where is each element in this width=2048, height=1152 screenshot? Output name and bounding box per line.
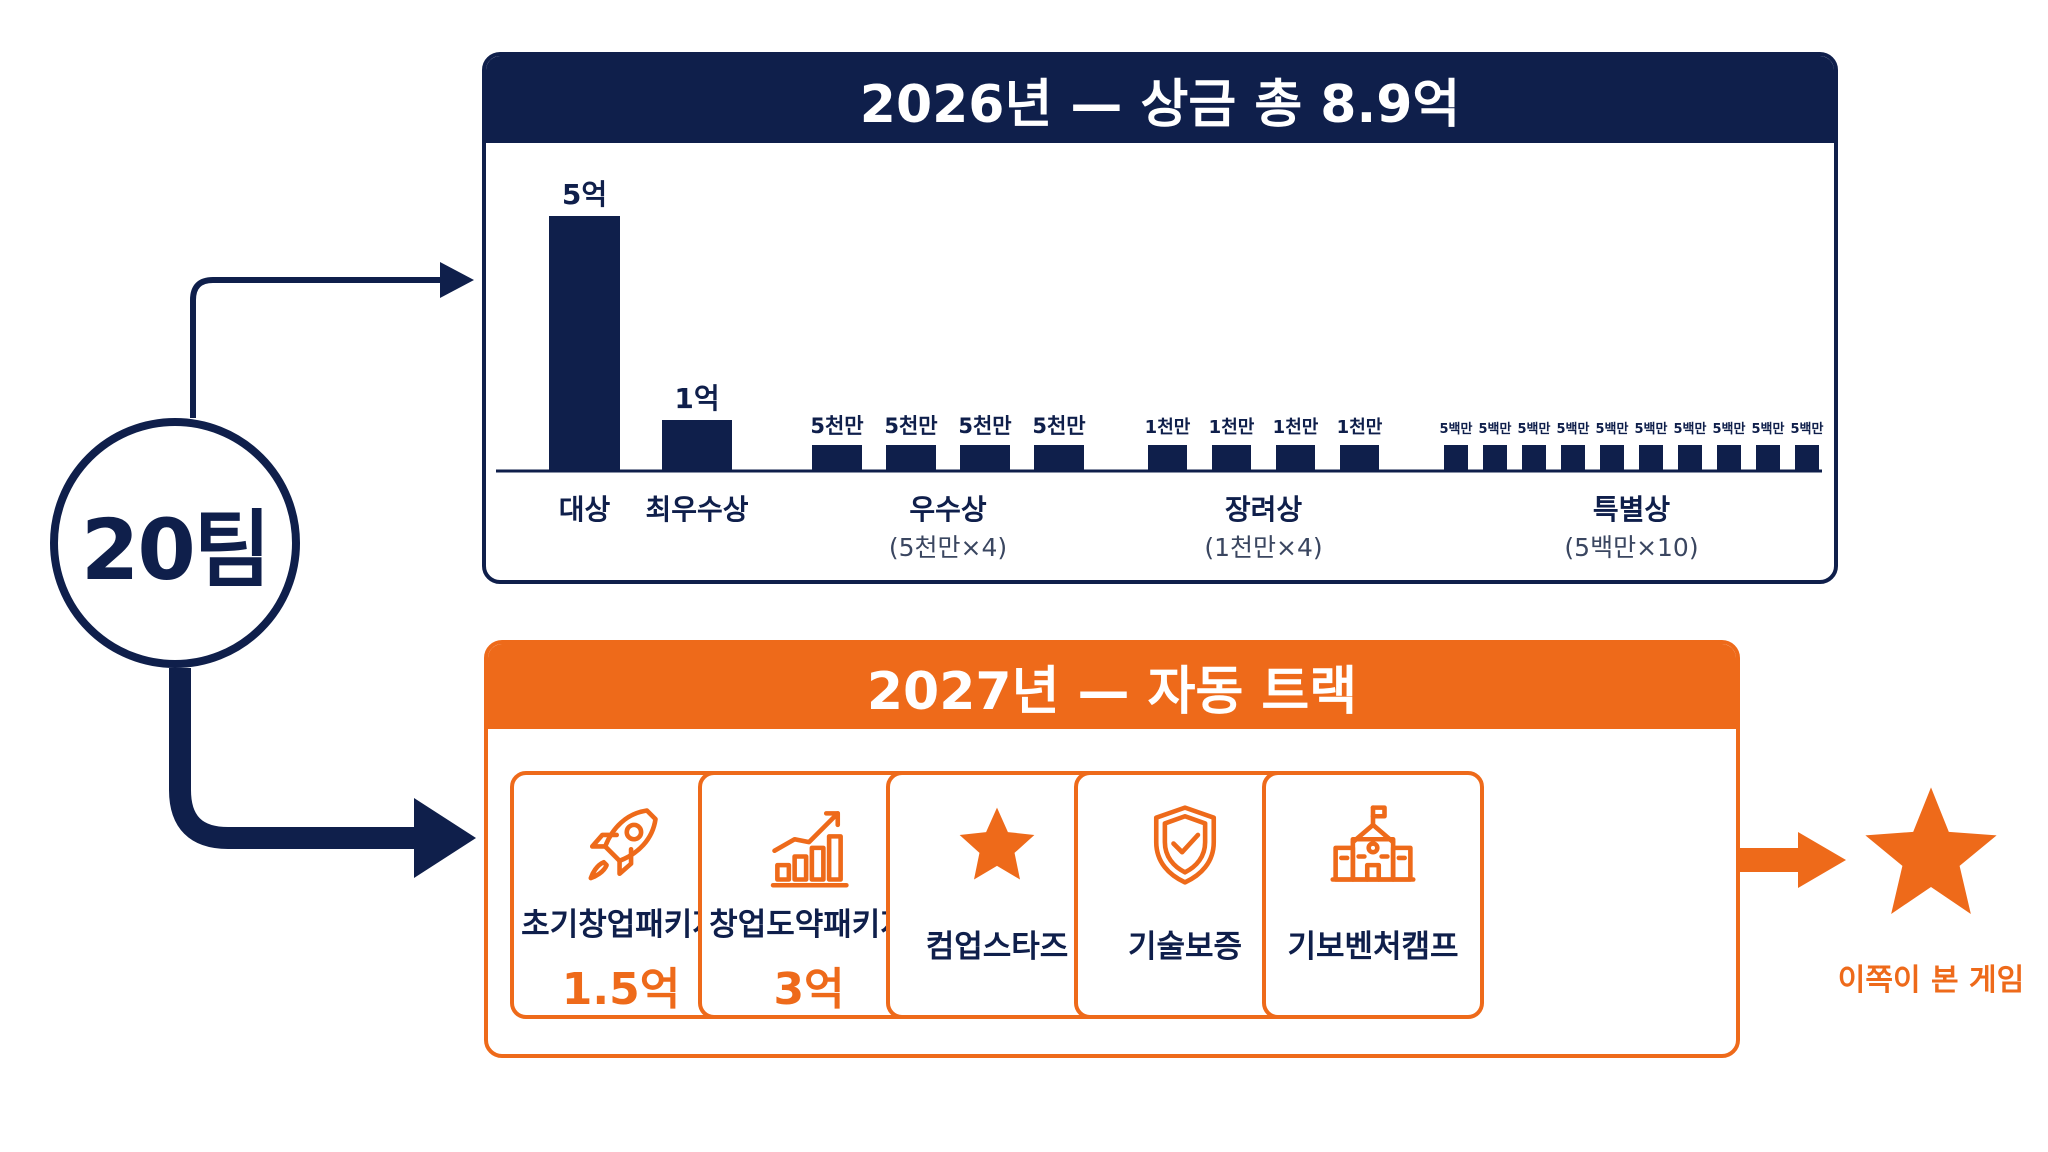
track-card-venture-camp: 기보벤처캠프 xyxy=(1262,771,1484,1019)
prize-bar xyxy=(1212,445,1251,471)
bar-value-label: 1천만 xyxy=(1273,417,1319,438)
star-icon xyxy=(1865,787,1997,914)
category-sub-label: (5천만×4) xyxy=(889,533,1007,562)
prize-bar xyxy=(1444,445,1468,471)
teams-label: 20팀 xyxy=(80,500,271,599)
star-icon xyxy=(959,807,1035,880)
prize-bar xyxy=(1756,445,1780,471)
arrowhead-2027 xyxy=(414,798,476,878)
prize-bar xyxy=(886,445,936,471)
track-card-tech-guarantee: 기술보증 xyxy=(1074,771,1296,1019)
prize-bar xyxy=(960,445,1010,471)
prize-bar xyxy=(1561,445,1585,471)
track-card-amount: 1.5억 xyxy=(561,964,681,1015)
bar-value-label: 1천만 xyxy=(1145,417,1191,438)
bar-value-label: 5천만 xyxy=(884,414,937,438)
prize-bar xyxy=(1340,445,1379,471)
prize-bar xyxy=(1639,445,1663,471)
category-sub-label: (5백만×10) xyxy=(1564,533,1698,562)
bar-value-label: 1억 xyxy=(674,382,719,415)
bar-value-label: 5백만 xyxy=(1596,421,1629,437)
bar-value-label: 1천만 xyxy=(1337,417,1383,438)
arrowhead-result xyxy=(1798,832,1846,888)
prize-bar xyxy=(1717,445,1741,471)
prize-bar xyxy=(1276,445,1315,471)
shield-check-icon xyxy=(1153,805,1217,885)
track-card-label: 기보벤처캠프 xyxy=(1287,929,1459,965)
bar-value-label: 5천만 xyxy=(810,414,863,438)
category-label: 장려상 xyxy=(1225,493,1303,526)
category-label: 최우수상 xyxy=(645,493,748,526)
bar-value-label: 5백만 xyxy=(1674,421,1707,437)
prize-bar xyxy=(1678,445,1702,471)
bar-value-label: 5백만 xyxy=(1479,421,1512,437)
rocket-icon xyxy=(588,808,658,881)
prize-bar xyxy=(549,216,620,471)
teams-circle: 20팀 xyxy=(50,418,300,668)
track-card-label: 초기창업패키지 xyxy=(521,907,721,943)
track-card-label: 창업도약패키지 xyxy=(709,907,909,943)
bar-value-label: 5천만 xyxy=(1032,414,1085,438)
prize-bar xyxy=(1522,445,1546,471)
category-label: 우수상 xyxy=(909,493,987,526)
bar-value-label: 5백만 xyxy=(1518,421,1551,437)
track-card-comeup-stars: 컴업스타즈 xyxy=(886,771,1108,1019)
track-card-label: 기술보증 xyxy=(1127,929,1243,965)
growth-chart-icon xyxy=(770,811,849,888)
bar-value-label: 5천만 xyxy=(958,414,1011,438)
bar-value-label: 5백만 xyxy=(1791,421,1824,437)
panel-2027: 2027년 — 자동 트랙 초기창업패키지 1.5억 xyxy=(484,640,1740,1058)
result-label: 이쪽이 본 게임 xyxy=(1837,963,2025,998)
category-sub-label: (1천만×4) xyxy=(1204,533,1322,562)
prize-bar xyxy=(1795,445,1819,471)
prize-bar xyxy=(1483,445,1507,471)
bar-value-label: 5백만 xyxy=(1440,421,1473,437)
prize-bar xyxy=(1034,445,1084,471)
track-card-amount: 3억 xyxy=(773,964,845,1015)
arrowhead-2026 xyxy=(440,262,474,298)
connector-to-2027 xyxy=(169,668,415,849)
panel-2027-title: 2027년 — 자동 트랙 xyxy=(488,644,1736,729)
bar-value-label: 5백만 xyxy=(1635,421,1668,437)
track-card-label: 컴업스타즈 xyxy=(925,929,1069,965)
prize-bar xyxy=(812,445,862,471)
category-label: 대상 xyxy=(559,493,611,526)
school-building-icon xyxy=(1330,805,1416,882)
bar-value-label: 5억 xyxy=(562,178,607,211)
bar-value-label: 1천만 xyxy=(1209,417,1255,438)
bar-value-label: 5백만 xyxy=(1557,421,1590,437)
prize-bar xyxy=(1600,445,1624,471)
panel-2026-title: 2026년 — 상금 총 8.9억 xyxy=(486,56,1834,143)
bar-value-label: 5백만 xyxy=(1752,421,1785,437)
connector-to-2026 xyxy=(190,277,440,418)
prize-bar xyxy=(1148,445,1187,471)
category-label: 특별상 xyxy=(1593,493,1671,526)
track-card-leap-startup: 창업도약패키지 3억 xyxy=(698,771,920,1019)
bar-value-label: 5백만 xyxy=(1713,421,1746,437)
prize-bar xyxy=(662,420,732,471)
